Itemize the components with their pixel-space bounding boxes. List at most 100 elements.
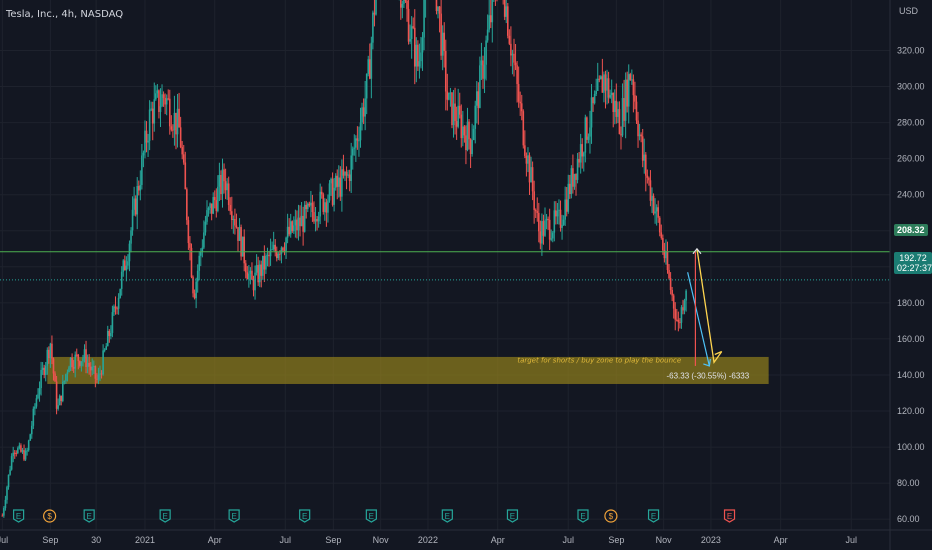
earnings-marker: E	[13, 509, 25, 523]
marker-shape	[441, 509, 453, 523]
candle-body	[26, 450, 28, 452]
candle-body	[18, 445, 21, 449]
candle-body	[646, 175, 649, 178]
y-tick-label: 60.00	[897, 514, 920, 524]
candle-body	[623, 97, 625, 121]
earnings-marker: E	[441, 509, 453, 523]
candle-body	[237, 227, 239, 241]
marker-label: E	[16, 512, 21, 521]
marker-shape	[506, 509, 519, 523]
candle-body	[142, 152, 145, 156]
candle-body	[350, 155, 352, 181]
candle-body	[172, 129, 174, 131]
candle-body	[190, 247, 193, 278]
candle-body	[575, 173, 577, 180]
candle-body	[235, 225, 238, 228]
candle-body	[193, 293, 196, 299]
candle-body	[51, 343, 53, 359]
marker-shape	[604, 509, 618, 523]
candle-body	[231, 211, 233, 220]
candle-body	[451, 92, 453, 126]
candlestick-series	[1, 0, 687, 518]
candle-body	[269, 249, 272, 257]
candle-body	[613, 100, 616, 113]
candle-body	[158, 90, 160, 112]
x-tick-label: 2021	[135, 535, 155, 545]
candle-body	[603, 74, 605, 93]
candle-body	[179, 127, 182, 148]
candle-body	[108, 331, 111, 337]
candle-body	[328, 183, 331, 201]
candle-body	[372, 12, 374, 43]
marker-label: E	[445, 512, 450, 521]
candle-body	[539, 231, 542, 244]
candle-body	[448, 93, 450, 100]
candle-body	[94, 366, 97, 379]
candle-body	[547, 218, 549, 220]
candle-body	[345, 171, 348, 176]
candle-body	[223, 169, 225, 182]
candle-body	[610, 92, 613, 96]
candle-body	[634, 95, 636, 102]
candle-body	[103, 349, 106, 351]
candle-body	[513, 53, 515, 63]
candle-body	[227, 183, 230, 206]
candle-body	[144, 130, 146, 153]
marker-label: $	[609, 512, 614, 521]
candle-body	[359, 122, 362, 141]
candle-body	[285, 237, 287, 251]
earnings-marker: E	[83, 509, 95, 523]
candle-body	[88, 362, 90, 367]
candle-body	[562, 219, 565, 225]
x-tick-label: Sep	[325, 535, 341, 545]
candle-body	[213, 197, 216, 201]
candle-body	[134, 198, 137, 215]
zone-annotation: target for shorts / buy zone to play the…	[517, 356, 681, 364]
candle-body	[303, 204, 306, 232]
marker-label: E	[162, 512, 167, 521]
marker-label: E	[302, 512, 307, 521]
candle-body	[226, 183, 228, 191]
candle-body	[444, 50, 447, 92]
candle-body	[635, 101, 638, 121]
candle-body	[79, 361, 81, 366]
earnings-marker: E	[365, 509, 377, 523]
candle-body	[52, 358, 55, 374]
candle-body	[7, 474, 10, 488]
candle-body	[102, 350, 104, 375]
candle-body	[351, 148, 354, 156]
candle-body	[406, 0, 408, 9]
candle-body	[141, 155, 143, 185]
candle-body	[311, 202, 314, 213]
candle-body	[296, 219, 298, 231]
candle-body	[111, 312, 114, 333]
candle-body	[527, 155, 529, 164]
candle-body	[168, 98, 171, 127]
candle-body	[105, 346, 108, 350]
candle-body	[252, 279, 255, 291]
candle-body	[672, 295, 675, 309]
x-tick-label: 2022	[418, 535, 438, 545]
candle-body	[136, 186, 139, 215]
candle-body	[596, 78, 599, 91]
candle-body	[685, 290, 687, 301]
candle-body	[511, 53, 514, 56]
candle-body	[410, 26, 413, 39]
candle-body	[229, 205, 232, 212]
candle-body	[576, 158, 579, 180]
candle-body	[289, 221, 292, 235]
candle-body	[199, 251, 202, 256]
candle-body	[48, 349, 50, 359]
candle-body	[401, 3, 404, 8]
candle-body	[516, 65, 518, 85]
candle-body	[246, 272, 249, 280]
candle-body	[305, 204, 308, 210]
candle-body	[280, 247, 283, 255]
candle-body	[66, 372, 69, 375]
candle-body	[510, 43, 512, 56]
candle-body	[626, 79, 628, 107]
x-tick-label: Jul	[845, 535, 857, 545]
candle-body	[195, 281, 197, 299]
candle-body	[93, 366, 95, 368]
